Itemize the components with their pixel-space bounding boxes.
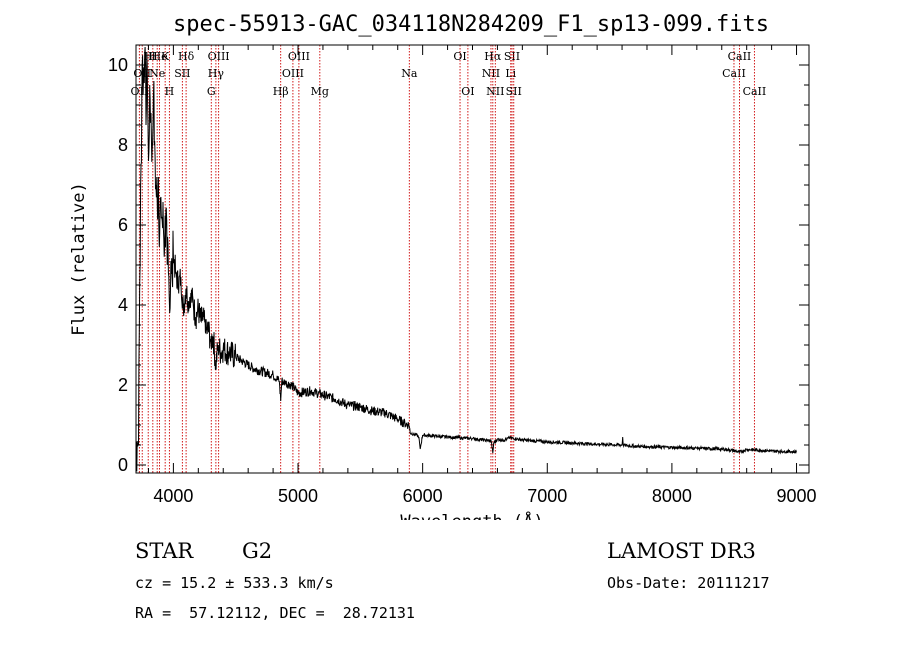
line-label-4: Ne <box>149 67 165 80</box>
axis-ticks: 4000 5000 6000 7000 8000 9000 0 2 4 6 8 10 <box>108 45 817 506</box>
line-label-28: CaII <box>743 85 767 98</box>
y-tick-label-3: 6 <box>118 215 128 235</box>
line-label-24: SII <box>504 50 520 63</box>
line-label-23: Li <box>505 67 516 80</box>
y-tick-label-5: 10 <box>108 55 128 75</box>
line-label-17: Na <box>401 67 418 80</box>
line-label-18: OI <box>453 50 466 63</box>
line-label-25: SII <box>506 85 522 98</box>
line-label-11: Hγ <box>208 67 225 80</box>
line-label-21: Hα <box>484 50 502 63</box>
y-tick-label-4: 8 <box>118 135 128 155</box>
spectrum-series <box>135 46 797 472</box>
y-axis-label: Flux (relative) <box>69 182 89 336</box>
spectrum-line <box>135 46 797 472</box>
line-label-5: He <box>152 50 168 63</box>
redshift-readout: cz = 15.2 ± 533.3 km/s <box>135 574 334 592</box>
line-label-19: OI <box>461 85 474 98</box>
object-class: STAR <box>135 539 194 563</box>
line-label-20: NII <box>482 67 500 80</box>
line-label-9: Hδ <box>178 50 195 63</box>
x-tick-label-0: 4000 <box>153 486 193 506</box>
observation-date: Obs-Date: 20111217 <box>607 574 770 592</box>
line-label-14: OIII <box>282 67 304 80</box>
line-label-13: Hβ <box>273 85 289 98</box>
line-label-6: K <box>161 50 170 63</box>
line-label-8: SII <box>174 67 190 80</box>
line-label-2: H <box>143 50 153 63</box>
x-tick-label-3: 7000 <box>527 486 567 506</box>
plot-frame <box>135 44 810 474</box>
survey-name: LAMOST DR3 <box>607 539 756 563</box>
line-label-0: OII <box>131 85 149 98</box>
emission-line-markers: OIIOIIHHNeHeKHSIIHδGHγOIIIHβOIIIOIIIMgNa… <box>131 45 767 473</box>
line-label-12: OIII <box>208 50 230 63</box>
y-tick-label-2: 4 <box>118 295 128 315</box>
coordinates-readout: RA = 57.12112, DEC = 28.72131 <box>135 604 415 622</box>
line-label-3: H <box>148 50 158 63</box>
line-label-22: NII <box>486 85 504 98</box>
y-tick-label-0: 0 <box>118 455 128 475</box>
line-label-26: CaII <box>722 67 746 80</box>
line-label-16: Mg <box>311 85 329 98</box>
line-label-7: H <box>165 85 175 98</box>
chart-title: spec-55913-GAC_034118N284209_F1_sp13-099… <box>173 12 769 37</box>
line-label-10: G <box>207 85 216 98</box>
object-subclass: G2 <box>242 539 273 563</box>
spectrum-chart: spec-55913-GAC_034118N284209_F1_sp13-099… <box>69 12 817 520</box>
line-label-27: CaII <box>728 50 752 63</box>
x-tick-label-4: 8000 <box>652 486 692 506</box>
x-tick-label-2: 6000 <box>403 486 443 506</box>
x-tick-label-5: 9000 <box>777 486 817 506</box>
line-label-15: OIII <box>288 50 310 63</box>
y-tick-label-1: 2 <box>118 375 128 395</box>
x-tick-label-1: 5000 <box>278 486 318 506</box>
x-axis-label: Wavelength (Å) <box>400 510 543 520</box>
